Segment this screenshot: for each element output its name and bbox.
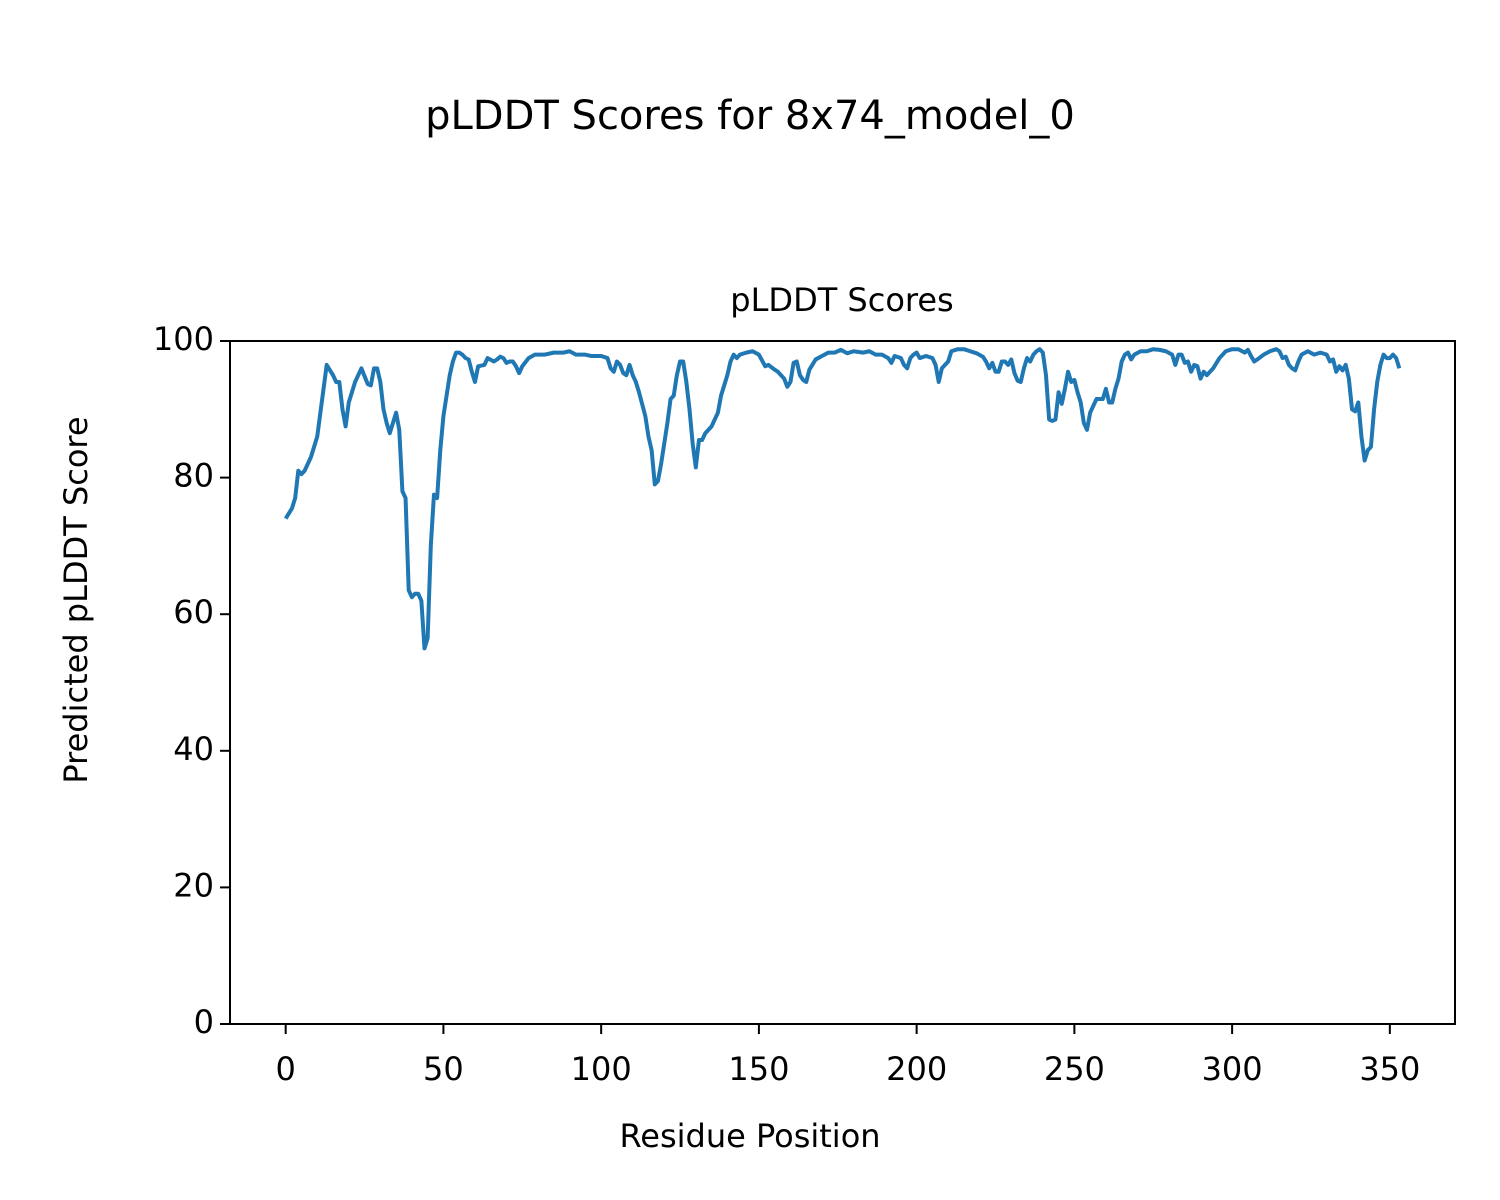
x-tick-label: 300 bbox=[1202, 1050, 1263, 1088]
x-tick-label: 250 bbox=[1044, 1050, 1105, 1088]
x-tick-label: 150 bbox=[728, 1050, 789, 1088]
line bbox=[283, 347, 1402, 651]
x-tick-label: 100 bbox=[571, 1050, 632, 1088]
x-tick-label: 350 bbox=[1359, 1050, 1420, 1088]
y-axis-label: Predicted pLDDT Score bbox=[57, 416, 95, 783]
x-tick-label: 50 bbox=[423, 1050, 464, 1088]
y-tick-label: 60 bbox=[173, 593, 214, 631]
suptitle: pLDDT Scores for 8x74_model_0 bbox=[425, 93, 1075, 139]
axes-title: pLDDT Scores bbox=[730, 281, 953, 319]
y-tick-label: 80 bbox=[173, 457, 214, 495]
y-tick-label: 0 bbox=[194, 1003, 214, 1041]
x-axis-label: Residue Position bbox=[619, 1117, 880, 1155]
x-tick-label: 200 bbox=[886, 1050, 947, 1088]
x-tick-label: 0 bbox=[276, 1050, 296, 1088]
y-tick-label: 20 bbox=[173, 866, 214, 904]
plot-frame bbox=[229, 340, 1456, 1025]
y-tick-label: 100 bbox=[153, 320, 214, 358]
y-tick-label: 40 bbox=[173, 730, 214, 768]
